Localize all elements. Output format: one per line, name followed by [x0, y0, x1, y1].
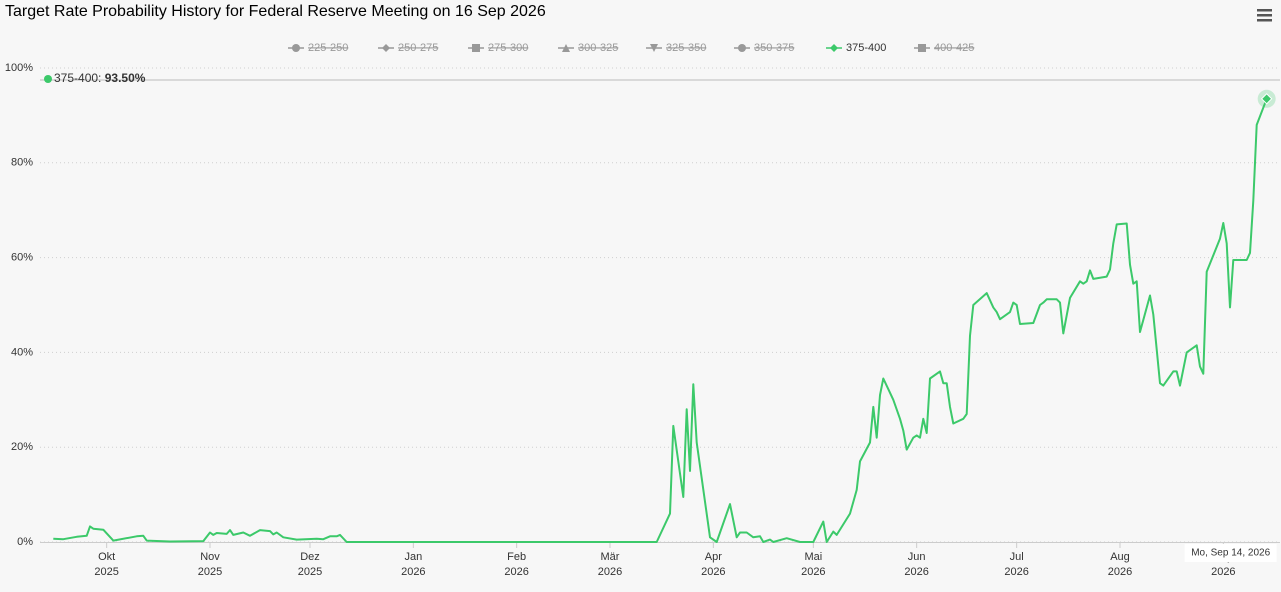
x-tick-label: 2025: [198, 566, 222, 578]
x-tick-label: Dez: [300, 551, 320, 563]
legend-label: 325-350: [666, 42, 706, 54]
y-tick-label: 80%: [11, 157, 33, 169]
y-tick-label: 100%: [5, 62, 33, 74]
x-tick-label: 2026: [504, 566, 528, 578]
x-tick-label: Jul: [1010, 551, 1024, 563]
x-tick-label: 2025: [298, 566, 322, 578]
legend-item[interactable]: 350-375: [734, 42, 794, 54]
y-tick-label: 40%: [11, 346, 33, 358]
y-tick-label: 60%: [11, 252, 33, 264]
x-tick-label: Mär: [601, 551, 620, 563]
menu-bar: [1257, 14, 1272, 17]
x-tick-label: Aug: [1110, 551, 1130, 563]
y-tick-label: 0%: [17, 536, 33, 548]
marker: [292, 44, 300, 52]
legend-item[interactable]: 375-400: [826, 42, 886, 54]
x-tick-label: 2026: [1004, 566, 1028, 578]
marker: [918, 44, 926, 52]
legend-item[interactable]: 250-275: [378, 42, 438, 54]
marker: [472, 44, 480, 52]
x-tick-label: 2026: [1108, 566, 1132, 578]
tooltip-series: 375-400: [54, 71, 98, 85]
legend-label: 225-250: [308, 42, 348, 54]
marker: [382, 44, 390, 52]
marker: [1260, 93, 1273, 105]
menu-bar: [1257, 19, 1272, 22]
x-tick-label: Jun: [908, 551, 926, 563]
marker: [738, 44, 746, 52]
legend-label: 400-425: [934, 42, 974, 54]
legend-item[interactable]: 400-425: [914, 42, 974, 54]
x-tick-label: 2026: [401, 566, 425, 578]
x-tick-label: 2026: [1211, 566, 1235, 578]
date-label-box: [1184, 544, 1277, 562]
tooltip-value: 93.50%: [105, 71, 146, 85]
date-label: Mo, Sep 14, 2026: [1191, 548, 1270, 559]
legend-item[interactable]: 225-250: [288, 42, 348, 54]
marker: [562, 44, 570, 52]
legend-item[interactable]: 275-300: [468, 42, 528, 54]
tooltip: 375-400: 93.50%: [44, 71, 146, 85]
x-tick-label: Mai: [804, 551, 822, 563]
marker: [830, 44, 838, 52]
chart-title: Target Rate Probability History for Fede…: [5, 3, 546, 20]
x-tick-label: Feb: [507, 551, 526, 563]
menu-icon[interactable]: [1257, 9, 1272, 22]
y-tick-label: 20%: [11, 441, 33, 453]
tooltip-sep: :: [98, 71, 105, 85]
tooltip-text: 375-400: 93.50%: [54, 71, 146, 85]
x-tick-label: Nov: [200, 551, 220, 563]
legend-label: 300-325: [578, 42, 618, 54]
x-tick-label: 2026: [598, 566, 622, 578]
marker: [650, 44, 658, 52]
legend-label: 250-275: [398, 42, 438, 54]
menu-bar: [1257, 9, 1272, 12]
x-tick-label: 2026: [904, 566, 928, 578]
x-tick-label: Apr: [705, 551, 722, 563]
x-tick-label: Okt: [98, 551, 115, 563]
series-line: [53, 98, 1268, 543]
legend-item[interactable]: 325-350: [646, 42, 706, 54]
legend-label: 275-300: [488, 42, 528, 54]
x-tick-label: 2025: [94, 566, 118, 578]
tooltip-dot: [44, 75, 52, 83]
x-tick-label: 2026: [701, 566, 725, 578]
x-tick-label: Jan: [404, 551, 422, 563]
x-tick-label: 2026: [801, 566, 825, 578]
legend-item[interactable]: 300-325: [558, 42, 618, 54]
legend-label: 350-375: [754, 42, 794, 54]
legend-label: 375-400: [846, 42, 886, 54]
